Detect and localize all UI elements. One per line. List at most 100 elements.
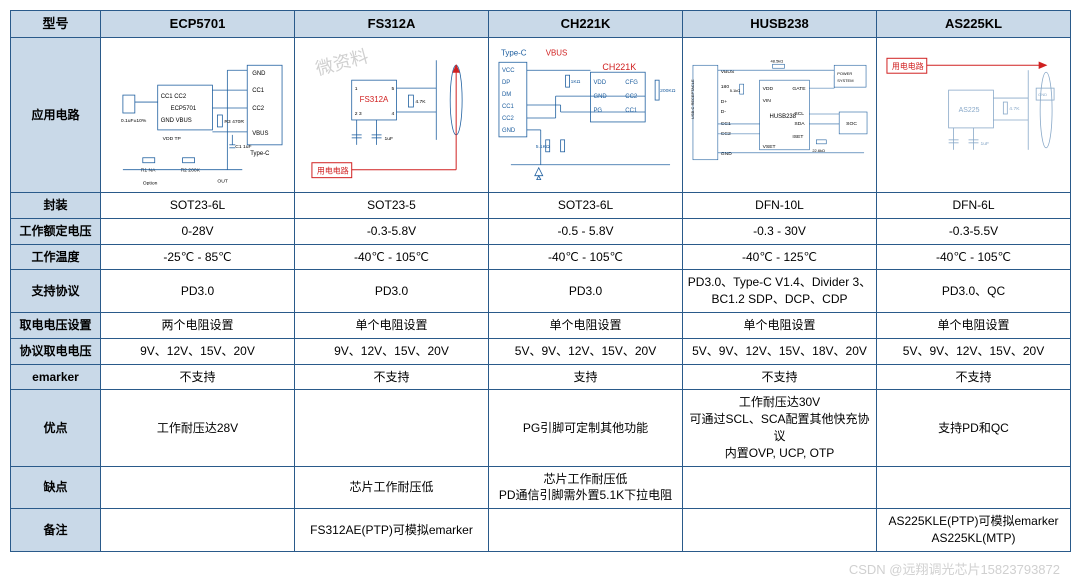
header-row: 型号 ECP5701 FS312A CH221K HUSB238 AS225KL <box>11 11 1071 38</box>
svg-text:5.1kΩ: 5.1kΩ <box>730 88 741 93</box>
cell: SOT23-6L <box>101 192 295 218</box>
circuit-fs312a: 微资料 FS312A 1 2 3 5 4 4.7K <box>295 38 489 193</box>
svg-text:CC1: CC1 <box>252 88 265 94</box>
cell: 芯片工作耐压低 PD通信引脚需外置5.1K下拉电阻 <box>489 466 683 509</box>
label-pros: 优点 <box>11 390 101 466</box>
cell: 不支持 <box>295 364 489 390</box>
row-notes: 备注 FS312AE(PTP)可模拟emarker AS225KLE(PTP)可… <box>11 509 1071 552</box>
svg-text:用电电路: 用电电路 <box>892 61 924 71</box>
svg-text:USB-C RECEPTACLE: USB-C RECEPTACLE <box>690 79 695 119</box>
cell <box>295 390 489 466</box>
cell: 单个电阻设置 <box>295 312 489 338</box>
svg-text:D+: D+ <box>721 99 728 105</box>
cell: -40℃ - 105℃ <box>877 244 1071 270</box>
header-chip-3: HUSB238 <box>683 11 877 38</box>
cell: PG引脚可定制其他功能 <box>489 390 683 466</box>
svg-text:CC1 CC2: CC1 CC2 <box>161 94 187 100</box>
svg-text:GND: GND <box>1038 92 1047 97</box>
header-model: 型号 <box>11 11 101 38</box>
header-chip-2: CH221K <box>489 11 683 38</box>
svg-text:POWER: POWER <box>837 71 852 76</box>
cell <box>683 466 877 509</box>
row-pros: 优点 工作耐压达28V PG引脚可定制其他功能 工作耐压达30V 可通过SCL、… <box>11 390 1071 466</box>
svg-text:180: 180 <box>721 84 730 90</box>
svg-text:微资料: 微资料 <box>313 46 370 79</box>
svg-text:1KΩ: 1KΩ <box>571 79 581 85</box>
cell: SOT23-6L <box>489 192 683 218</box>
cell: PD3.0 <box>489 270 683 313</box>
svg-text:ECP5701: ECP5701 <box>171 106 197 112</box>
cell <box>877 466 1071 509</box>
cell: 支持PD和QC <box>877 390 1071 466</box>
svg-text:5.1KΩ: 5.1KΩ <box>536 144 550 150</box>
cell: -0.5 - 5.8V <box>489 218 683 244</box>
cell: -0.3 - 30V <box>683 218 877 244</box>
svg-text:R1 NA: R1 NA <box>141 168 156 174</box>
cell: DFN-10L <box>683 192 877 218</box>
svg-text:DM: DM <box>502 92 511 98</box>
svg-text:CC1: CC1 <box>625 108 638 114</box>
cell: PD3.0、Type-C V1.4、Divider 3、BC1.2 SDP、DC… <box>683 270 877 313</box>
svg-text:22.6kΩ: 22.6kΩ <box>812 148 825 153</box>
label-package: 封装 <box>11 192 101 218</box>
label-emarker: emarker <box>11 364 101 390</box>
cell: -40℃ - 105℃ <box>295 244 489 270</box>
svg-text:DP: DP <box>502 80 510 86</box>
cell: PD3.0、QC <box>877 270 1071 313</box>
svg-text:SCL: SCL <box>794 111 804 117</box>
row-emarker: emarker 不支持 不支持 支持 不支持 不支持 <box>11 364 1071 390</box>
cell <box>489 509 683 552</box>
row-vlevels: 协议取电电压 9V、12V、15V、20V 9V、12V、15V、20V 5V、… <box>11 338 1071 364</box>
svg-text:VCC: VCC <box>502 68 515 74</box>
cell: 单个电阻设置 <box>489 312 683 338</box>
cell: 0-28V <box>101 218 295 244</box>
cell: -25℃ - 85℃ <box>101 244 295 270</box>
svg-text:VDD TP: VDD TP <box>163 136 182 142</box>
circuit-as225kl: AS225 4.7K 1uF GND <box>877 38 1071 193</box>
cell: 5V、9V、12V、15V、20V <box>489 338 683 364</box>
svg-text:VDD: VDD <box>763 86 774 92</box>
svg-text:SDA: SDA <box>794 121 805 127</box>
svg-text:C1 1uF: C1 1uF <box>235 144 251 150</box>
svg-text:ISET: ISET <box>792 134 803 140</box>
cell: PD3.0 <box>295 270 489 313</box>
cell: PD3.0 <box>101 270 295 313</box>
label-vlevels: 协议取电电压 <box>11 338 101 364</box>
cell: -0.3-5.8V <box>295 218 489 244</box>
svg-text:AS225: AS225 <box>959 107 980 114</box>
svg-text:OUT: OUT <box>217 179 228 185</box>
svg-text:CFG: CFG <box>625 80 638 86</box>
svg-text:用电电路: 用电电路 <box>317 166 349 176</box>
svg-text:GND VBUS: GND VBUS <box>161 118 192 124</box>
cell: 单个电阻设置 <box>683 312 877 338</box>
label-temp: 工作温度 <box>11 244 101 270</box>
row-package: 封装 SOT23-6L SOT23-5 SOT23-6L DFN-10L DFN… <box>11 192 1071 218</box>
svg-text:Type-C: Type-C <box>250 151 270 157</box>
circuit-ch221k: Type-C VBUS VCC DP DM CC1 CC2 GND CH221K… <box>489 38 683 193</box>
row-protocol: 支持协议 PD3.0 PD3.0 PD3.0 PD3.0、Type-C V1.4… <box>11 270 1071 313</box>
cell <box>101 509 295 552</box>
circuit-ecp5701: CC1 CC2 ECP5701 GND VBUS GND CC1 CC2 VBU… <box>101 38 295 193</box>
label-cons: 缺点 <box>11 466 101 509</box>
svg-text:4.7K: 4.7K <box>415 99 426 105</box>
cell: 9V、12V、15V、20V <box>295 338 489 364</box>
svg-text:48.5kΩ: 48.5kΩ <box>771 58 784 63</box>
cell: -40℃ - 105℃ <box>489 244 683 270</box>
comparison-table: 型号 ECP5701 FS312A CH221K HUSB238 AS225KL… <box>10 10 1071 552</box>
label-notes: 备注 <box>11 509 101 552</box>
header-chip-1: FS312A <box>295 11 489 38</box>
cell: -40℃ - 125℃ <box>683 244 877 270</box>
label-vset: 取电电压设置 <box>11 312 101 338</box>
svg-text:SYSTEM: SYSTEM <box>837 78 853 83</box>
cell: 两个电阻设置 <box>101 312 295 338</box>
svg-text:CH221K: CH221K <box>602 62 636 72</box>
svg-text:4: 4 <box>392 111 395 117</box>
svg-text:PG: PG <box>593 108 602 114</box>
svg-text:SOC: SOC <box>846 121 857 127</box>
header-chip-4: AS225KL <box>877 11 1071 38</box>
svg-text:CC2: CC2 <box>502 116 515 122</box>
svg-text:2 3: 2 3 <box>355 111 362 117</box>
cell: 工作耐压达28V <box>101 390 295 466</box>
svg-text:VBUS: VBUS <box>252 131 268 137</box>
circuit-husb238: USB-C RECEPTACLE VBUS 180 D+ D- CC1 CC2 … <box>683 38 877 193</box>
